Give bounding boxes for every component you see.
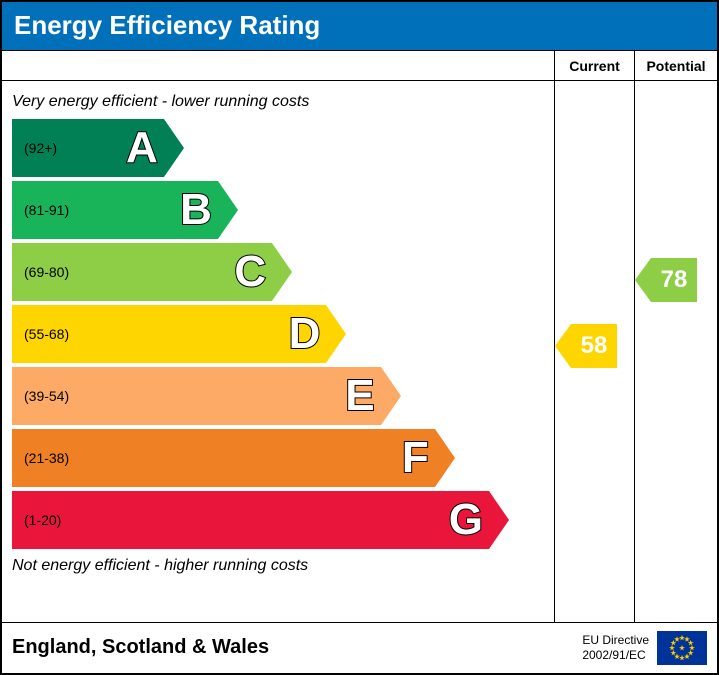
directive-label: EU Directive 2002/91/EC <box>582 633 649 662</box>
band-bar: (69-80) C <box>12 243 272 301</box>
band-bar: (39-54) E <box>12 367 381 425</box>
band-arrow-icon <box>326 305 346 363</box>
band-arrow-icon <box>164 119 184 177</box>
band-letter: E <box>345 371 374 421</box>
band-c: (69-80) C <box>12 243 554 301</box>
bands-container: (92+) A (81-91) B (69-80) C (55-68) D (39-54) E (2… <box>2 119 554 549</box>
eu-flag-icon <box>657 631 707 665</box>
band-a: (92+) A <box>12 119 554 177</box>
band-b: (81-91) B <box>12 181 554 239</box>
band-range: (81-91) <box>12 202 69 218</box>
bands-column: Very energy efficient - lower running co… <box>2 51 555 622</box>
potential-pointer: 78 <box>635 258 697 302</box>
potential-value: 78 <box>651 258 697 302</box>
band-arrow-icon <box>218 181 238 239</box>
current-header: Current <box>555 51 634 81</box>
band-bar: (21-38) F <box>12 429 435 487</box>
band-range: (92+) <box>12 140 57 156</box>
epc-chart: Energy Efficiency Rating Very energy eff… <box>0 0 719 675</box>
band-g: (1-20) G <box>12 491 554 549</box>
bands-area: Very energy efficient - lower running co… <box>2 81 554 623</box>
band-bar: (55-68) D <box>12 305 326 363</box>
region-label: England, Scotland & Wales <box>12 636 269 659</box>
band-range: (39-54) <box>12 388 69 404</box>
band-range: (55-68) <box>12 326 69 342</box>
bands-header-empty <box>2 51 554 81</box>
potential-column: Potential 78 <box>635 51 717 622</box>
band-letter: C <box>234 247 266 297</box>
pointer-arrow-icon <box>635 258 651 302</box>
potential-header: Potential <box>635 51 717 81</box>
hint-bottom: Not energy efficient - higher running co… <box>2 553 554 579</box>
chart-body: Very energy efficient - lower running co… <box>2 50 717 622</box>
band-letter: G <box>449 495 483 545</box>
band-d: (55-68) D <box>12 305 554 363</box>
band-range: (69-80) <box>12 264 69 280</box>
band-arrow-icon <box>489 491 509 549</box>
current-pointer: 58 <box>555 324 617 368</box>
band-arrow-icon <box>381 367 401 425</box>
band-bar: (92+) A <box>12 119 164 177</box>
footer-right: EU Directive 2002/91/EC <box>582 631 707 665</box>
chart-footer: England, Scotland & Wales EU Directive 2… <box>2 622 717 672</box>
current-value: 58 <box>571 324 617 368</box>
directive-line1: EU Directive <box>582 633 649 647</box>
band-letter: F <box>402 433 429 483</box>
band-e: (39-54) E <box>12 367 554 425</box>
band-arrow-icon <box>435 429 455 487</box>
pointer-arrow-icon <box>555 324 571 368</box>
directive-line2: 2002/91/EC <box>582 648 649 662</box>
chart-title: Energy Efficiency Rating <box>14 10 320 40</box>
band-letter: B <box>180 185 212 235</box>
band-bar: (81-91) B <box>12 181 218 239</box>
band-bar: (1-20) G <box>12 491 489 549</box>
hint-top: Very energy efficient - lower running co… <box>2 89 554 115</box>
band-arrow-icon <box>272 243 292 301</box>
band-range: (1-20) <box>12 512 61 528</box>
band-letter: A <box>126 123 158 173</box>
title-bar: Energy Efficiency Rating <box>2 2 717 50</box>
band-letter: D <box>289 309 321 359</box>
band-f: (21-38) F <box>12 429 554 487</box>
current-column: Current 58 <box>555 51 635 622</box>
band-range: (21-38) <box>12 450 69 466</box>
